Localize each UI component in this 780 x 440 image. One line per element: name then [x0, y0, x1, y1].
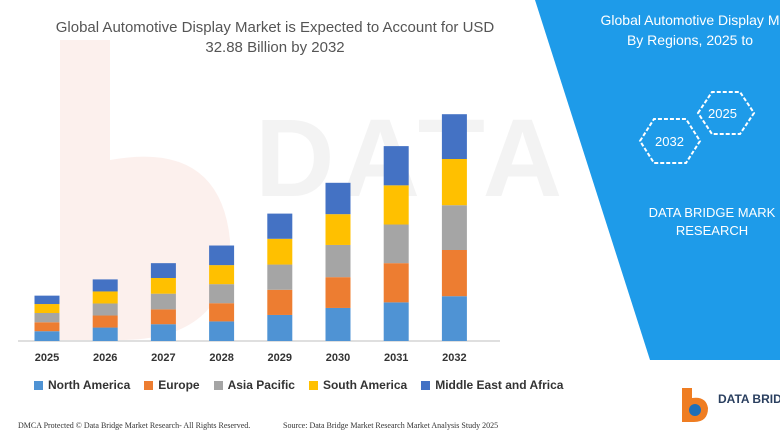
bar-segment-2026-europe [92, 315, 118, 328]
bar-segment-2027-north-america [150, 324, 176, 341]
bar-segment-2028-asia-pacific [209, 284, 235, 304]
x-tick-label: 2025 [35, 352, 59, 364]
legend-swatch [34, 380, 43, 390]
x-tick-label: 2028 [209, 352, 233, 364]
x-tick-label: 2029 [268, 352, 292, 364]
x-tick-label: 2030 [326, 352, 350, 364]
footer-dmca: DMCA Protected © Data Bridge Market Rese… [18, 421, 251, 430]
bar-segment-2029-middle-east-and-africa [267, 213, 293, 239]
chart-legend: North America Europe Asia Pacific South Ame… [34, 378, 563, 392]
bar-segment-2032-south-america [441, 159, 467, 206]
logo-text: DATA BRIDG [718, 392, 780, 406]
hex-label-2025: 2025 [708, 106, 737, 121]
bar-segment-2027-asia-pacific [150, 293, 176, 310]
bar-segment-2029-asia-pacific [267, 264, 293, 290]
bar-segment-2030-north-america [325, 307, 351, 341]
bar-segment-2026-asia-pacific [92, 303, 118, 316]
bar-segment-2029-north-america [267, 314, 293, 341]
bar-segment-2030-south-america [325, 214, 351, 245]
panel-title-line1: Global Automotive Display M [600, 12, 780, 28]
right-panel-background [535, 0, 780, 360]
legend-item: Asia Pacific [213, 378, 295, 392]
bar-segment-2031-asia-pacific [383, 224, 409, 264]
legend-swatch [308, 380, 318, 390]
legend-label: Middle East and Africa [435, 378, 564, 392]
bar-segment-2031-north-america [383, 302, 409, 341]
bar-segment-2025-europe [34, 322, 60, 332]
legend-label: South America [322, 378, 408, 392]
hex-label-2032: 2032 [655, 134, 684, 149]
hexagon-2032 [638, 118, 702, 164]
bar-segment-2026-south-america [92, 291, 118, 304]
hexagon-2025 [696, 91, 756, 135]
bar-segment-2025-north-america [34, 331, 60, 341]
bar-segment-2030-europe [325, 277, 351, 308]
bar-segment-2029-south-america [267, 238, 293, 265]
legend-label: Asia Pacific [227, 378, 295, 392]
bar-segment-2025-asia-pacific [34, 313, 60, 323]
panel-title: Global Automotive Display M By Regions, … [590, 10, 780, 50]
bar-segment-2027-south-america [150, 278, 176, 294]
x-tick-label: 2027 [151, 352, 175, 364]
legend-label: North America [48, 378, 131, 392]
bar-segment-2026-north-america [92, 327, 118, 341]
bar-segment-2031-south-america [383, 185, 409, 225]
bar-segment-2026-middle-east-and-africa [92, 279, 118, 292]
watermark-logo [60, 40, 230, 340]
stacked-bar-chart: 2025 2026 2027 2028 2029 2030 2031 2032 [18, 114, 500, 364]
bar-segment-2028-europe [209, 303, 235, 322]
x-tick-label: 2026 [93, 352, 117, 364]
legend-swatch [421, 380, 431, 390]
bar-segment-2025-middle-east-and-africa [34, 295, 60, 305]
brand-text: DATA BRIDGE MARK RESEARCH [632, 204, 780, 240]
bar-segment-2032-asia-pacific [441, 205, 467, 250]
bar-segment-2031-middle-east-and-africa [383, 146, 409, 186]
bar-segment-2025-south-america [34, 304, 60, 313]
bar-segment-2032-middle-east-and-africa [441, 114, 467, 159]
bar-segment-2028-north-america [209, 321, 235, 341]
legend-item: Europe [144, 378, 200, 392]
legend-item: North America [34, 378, 130, 392]
x-tick-label: 2032 [442, 352, 466, 364]
bar-segment-2030-middle-east-and-africa [325, 182, 351, 215]
x-tick-label: 2031 [384, 352, 408, 364]
legend-swatch [213, 380, 223, 390]
bar-segment-2027-europe [150, 309, 176, 325]
bar-segment-2029-europe [267, 289, 293, 315]
bar-segment-2028-south-america [209, 265, 235, 285]
bar-segment-2027-middle-east-and-africa [150, 263, 176, 278]
bar-segment-2031-europe [383, 263, 409, 303]
footer-source: Source: Data Bridge Market Research Mark… [283, 421, 499, 430]
legend-item: South America [308, 378, 408, 392]
chart-title: Global Automotive Display Market is Expe… [55, 19, 495, 56]
bar-segment-2032-europe [441, 250, 467, 297]
bar-segment-2030-asia-pacific [325, 244, 351, 278]
panel-title-line2: By Regions, 2025 to [626, 32, 754, 48]
brand-line2: RESEARCH [675, 223, 749, 238]
bar-segment-2028-middle-east-and-africa [209, 245, 235, 266]
brand-line1: DATA BRIDGE MARK [648, 205, 776, 220]
legend-label: Europe [158, 378, 200, 392]
legend-swatch [144, 380, 154, 390]
legend-item: Middle East and Africa [421, 378, 563, 392]
bar-segment-2032-north-america [441, 296, 467, 341]
